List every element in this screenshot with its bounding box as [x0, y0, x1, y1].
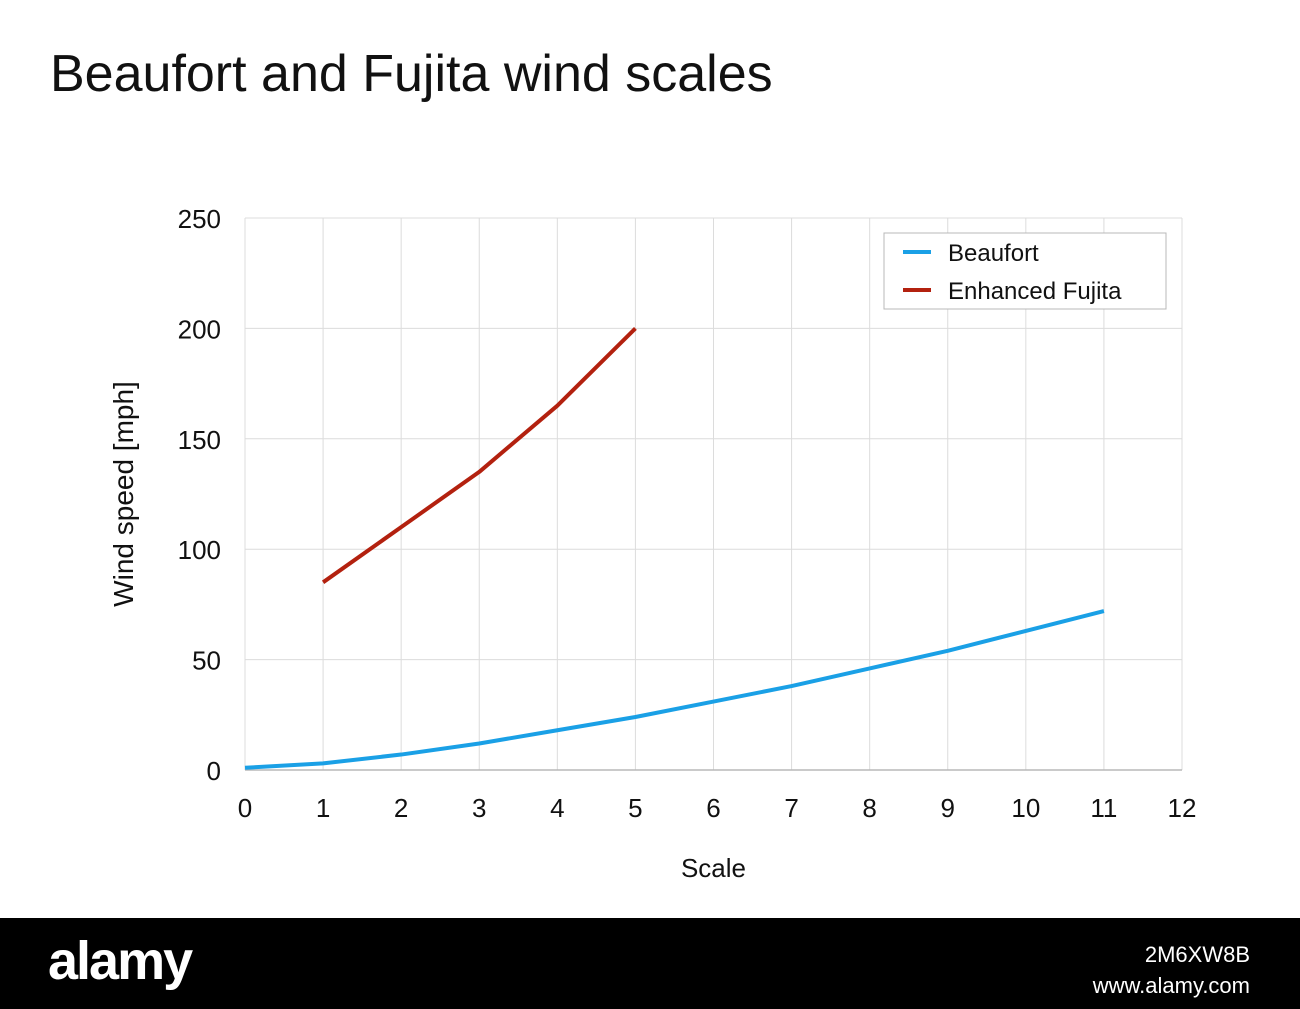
- x-tick-label: 2: [394, 793, 408, 823]
- x-tick-label: 4: [550, 793, 564, 823]
- x-tick-label: 9: [941, 793, 955, 823]
- y-tick-label: 100: [178, 535, 221, 565]
- x-tick-label: 12: [1168, 793, 1197, 823]
- y-axis-label: Wind speed [mph]: [108, 381, 139, 607]
- x-axis-label: Scale: [681, 853, 746, 883]
- x-tick-label: 6: [706, 793, 720, 823]
- x-tick-label: 8: [862, 793, 876, 823]
- y-tick-label: 150: [178, 425, 221, 455]
- x-tick-label: 11: [1090, 793, 1117, 823]
- footer-image-id: 2M6XW8B: [1144, 942, 1250, 967]
- legend-box: [883, 232, 1167, 310]
- y-tick-label: 250: [178, 204, 221, 234]
- y-tick-label: 200: [178, 314, 221, 344]
- y-tick-label: 50: [192, 646, 221, 676]
- footer-bar: [0, 918, 1300, 1009]
- x-tick-label: 3: [472, 793, 486, 823]
- y-tick-label: 0: [207, 756, 221, 786]
- legend-label: Beaufort: [948, 240, 1039, 267]
- series-line-enhanced-fujita: [321, 326, 637, 584]
- footer-brand-logo: alamy: [48, 931, 193, 991]
- x-tick-label: 1: [316, 793, 330, 823]
- legend-label: Enhanced Fujita: [948, 278, 1122, 305]
- x-tick-label: 0: [238, 793, 252, 823]
- footer-url: www.alamy.com: [1092, 973, 1250, 998]
- x-tick-label: 7: [784, 793, 798, 823]
- x-tick-label: 5: [628, 793, 642, 823]
- chart-title: Beaufort and Fujita wind scales: [50, 45, 773, 103]
- line-chart: 0 1 2 3 4 5 6 7 8 9 10 11 12050100150200250ScaleWind…: [108, 204, 1197, 883]
- series-line-beaufort: [244, 609, 1105, 770]
- x-tick-label: 10: [1011, 793, 1040, 823]
